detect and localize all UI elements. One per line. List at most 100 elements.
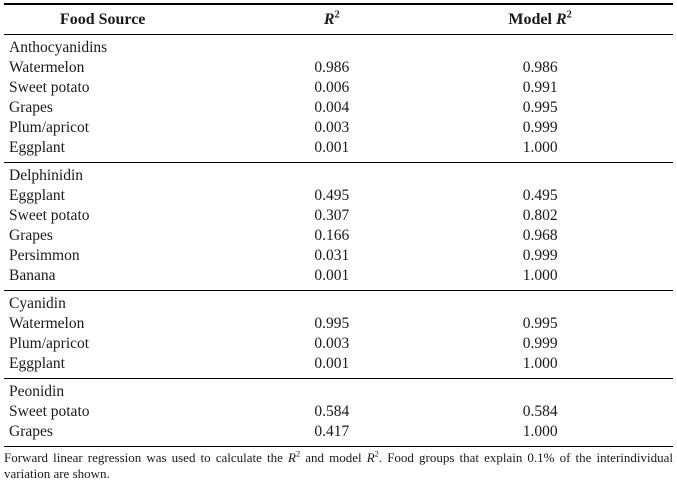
section-peonidin: Peonidin Sweet potato 0.584 0.584 Grapes…: [4, 378, 673, 447]
table-row: Sweet potato 0.584 0.584: [4, 402, 673, 422]
r2-cell: 0.584: [314, 403, 350, 420]
model-r2-cell: 1.000: [522, 355, 558, 372]
model-r2-cell: 1.000: [522, 423, 558, 440]
group-label: Cyanidin: [9, 295, 66, 312]
footnote-model-r2-sup: 2: [374, 448, 379, 459]
table-row: Grapes 0.004 0.995: [4, 98, 673, 118]
header-r2: R2: [201, 4, 463, 35]
group-label: Peonidin: [9, 383, 65, 400]
food-cell: Sweet potato: [9, 79, 90, 96]
r2-cell: 0.986: [314, 59, 350, 76]
food-cell: Watermelon: [9, 315, 85, 332]
footnote-text-1: Forward linear regression was used to ca…: [4, 450, 288, 465]
table-row: Plum/apricot 0.003 0.999: [4, 334, 673, 354]
model-r2-cell: 0.991: [522, 79, 558, 96]
r2-cell: 0.003: [314, 119, 350, 136]
food-cell: Watermelon: [9, 59, 85, 76]
header-model-r2-sup: 2: [566, 9, 572, 21]
food-cell: Sweet potato: [9, 403, 90, 420]
empty-cell: [462, 35, 673, 59]
header-model-prefix: Model: [508, 11, 556, 28]
food-cell: Plum/apricot: [9, 119, 90, 136]
table-row: Persimmon 0.031 0.999: [4, 246, 673, 266]
regression-results-table: Food Source R2 Model R2 Anthocyanidins W…: [4, 3, 673, 447]
empty-cell: [201, 379, 462, 403]
empty-cell: [462, 379, 673, 403]
empty-cell: [462, 291, 673, 315]
section-cyanidin: Cyanidin Watermelon 0.995 0.995 Plum/apr…: [4, 290, 673, 379]
footnote-r2-base: R: [287, 450, 296, 465]
group-label: Anthocyanidins: [9, 39, 108, 56]
empty-cell: [462, 163, 673, 187]
r2-cell: 0.004: [314, 99, 350, 116]
header-r2-base: R: [323, 11, 335, 28]
food-cell: Eggplant: [9, 139, 65, 156]
table-row: Plum/apricot 0.003 0.999: [4, 118, 673, 138]
r2-cell: 0.166: [314, 227, 350, 244]
food-cell: Sweet potato: [9, 207, 90, 224]
group-label: Delphinidin: [9, 167, 84, 184]
model-r2-cell: 0.584: [522, 403, 558, 420]
model-r2-cell: 0.995: [522, 315, 558, 332]
group-row: Peonidin: [4, 379, 673, 403]
food-cell: Grapes: [9, 423, 53, 440]
section-delphinidin: Delphinidin Eggplant 0.495 0.495 Sweet p…: [4, 162, 673, 291]
model-r2-cell: 0.968: [522, 227, 558, 244]
r2-cell: 0.417: [314, 423, 350, 440]
food-cell: Grapes: [9, 99, 53, 116]
food-cell: Eggplant: [9, 187, 65, 204]
model-r2-cell: 0.995: [522, 99, 558, 116]
table-header-row: Food Source R2 Model R2: [4, 4, 673, 35]
food-cell: Persimmon: [9, 247, 80, 264]
model-r2-cell: 1.000: [522, 267, 558, 284]
footnote-text-3: . Food groups that explain 0.1% of the i…: [4, 450, 673, 481]
header-model-r2: Model R2: [462, 4, 673, 35]
table-row: Sweet potato 0.006 0.991: [4, 78, 673, 98]
footnote-text-2: and model: [300, 450, 367, 465]
r2-cell: 0.001: [314, 355, 350, 372]
empty-cell: [201, 163, 462, 187]
table-footnote: Forward linear regression was used to ca…: [4, 448, 673, 481]
table-row: Banana 0.001 1.000: [4, 266, 673, 291]
model-r2-cell: 1.000: [522, 139, 558, 156]
model-r2-cell: 0.999: [522, 119, 558, 136]
group-row: Cyanidin: [4, 291, 673, 315]
food-cell: Eggplant: [9, 355, 65, 372]
header-model-r2-base: R: [555, 11, 567, 28]
model-r2-cell: 0.986: [522, 59, 558, 76]
food-cell: Banana: [9, 267, 56, 284]
r2-cell: 0.995: [314, 315, 350, 332]
empty-cell: [201, 291, 462, 315]
table-row: Eggplant 0.001 1.000: [4, 138, 673, 163]
r2-cell: 0.001: [314, 139, 350, 156]
table-row: Eggplant 0.495 0.495: [4, 186, 673, 206]
table-row: Watermelon 0.995 0.995: [4, 314, 673, 334]
r2-cell: 0.495: [314, 187, 350, 204]
r2-cell: 0.307: [314, 207, 350, 224]
table-row: Eggplant 0.001 1.000: [4, 354, 673, 379]
table-row: Grapes 0.166 0.968: [4, 226, 673, 246]
empty-cell: [201, 35, 462, 59]
food-cell: Plum/apricot: [9, 335, 90, 352]
model-r2-cell: 0.999: [522, 247, 558, 264]
footnote-r2-sup: 2: [295, 448, 301, 459]
r2-cell: 0.003: [314, 335, 350, 352]
header-food-source: Food Source: [4, 4, 202, 35]
table-row: Watermelon 0.986 0.986: [4, 58, 673, 78]
footnote-model-r2-base: R: [366, 450, 375, 465]
r2-cell: 0.001: [314, 267, 350, 284]
table-row: Grapes 0.417 1.000: [4, 422, 673, 447]
r2-cell: 0.006: [314, 79, 350, 96]
table-row: Sweet potato 0.307 0.802: [4, 206, 673, 226]
model-r2-cell: 0.495: [522, 187, 558, 204]
model-r2-cell: 0.999: [522, 335, 558, 352]
header-food-source-label: Food Source: [59, 11, 146, 28]
model-r2-cell: 0.802: [522, 207, 558, 224]
group-row: Anthocyanidins: [4, 35, 673, 59]
section-anthocyanidins: Anthocyanidins Watermelon 0.986 0.986 Sw…: [4, 35, 673, 163]
header-r2-sup: 2: [334, 9, 340, 21]
r2-cell: 0.031: [314, 247, 350, 264]
food-cell: Grapes: [9, 227, 53, 244]
group-row: Delphinidin: [4, 163, 673, 187]
